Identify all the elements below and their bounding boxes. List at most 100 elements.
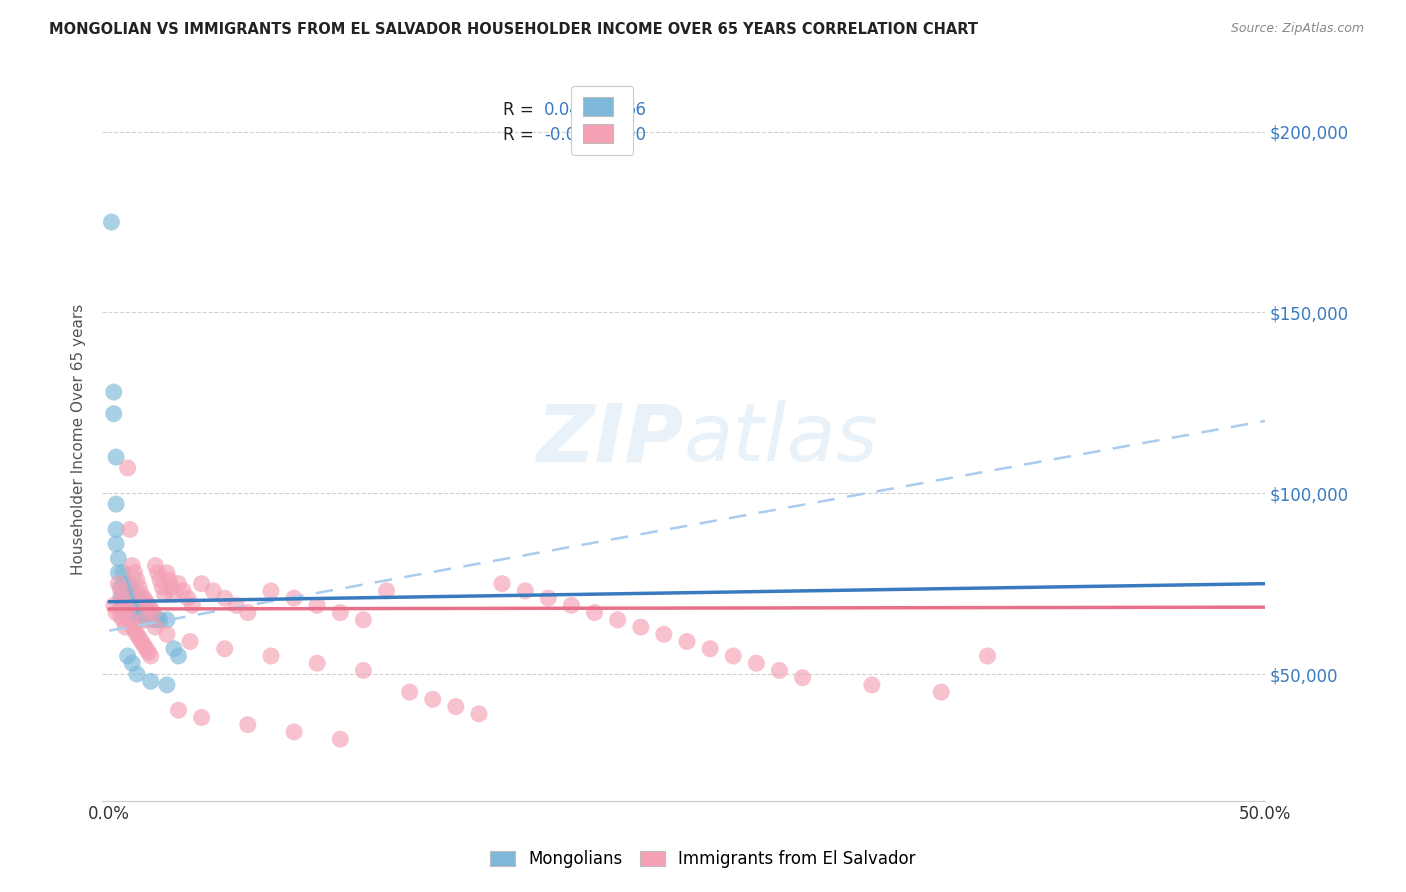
Point [135, 595, 157, 609]
Point [236, 717, 259, 731]
Point [142, 613, 165, 627]
Point [103, 384, 125, 399]
Point [225, 599, 247, 613]
Point [125, 595, 148, 609]
Point [468, 706, 491, 721]
Text: ZIP: ZIP [536, 400, 683, 478]
Point [125, 602, 148, 616]
Point [444, 699, 467, 714]
Point [515, 583, 537, 598]
Point [121, 620, 143, 634]
Point [111, 566, 134, 580]
Point [260, 648, 283, 663]
Text: R =: R = [503, 101, 540, 119]
Point [138, 599, 160, 613]
Point [214, 591, 236, 606]
Point [976, 648, 998, 663]
Point [139, 602, 162, 616]
Point [100, 215, 122, 229]
Point [157, 573, 180, 587]
Point [676, 634, 699, 648]
Point [118, 599, 141, 613]
Point [163, 641, 186, 656]
Point [156, 627, 179, 641]
Point [132, 609, 155, 624]
Text: atlas: atlas [683, 400, 879, 478]
Text: R =: R = [503, 127, 540, 145]
Point [111, 613, 134, 627]
Point [132, 638, 155, 652]
Point [131, 634, 153, 648]
Point [124, 587, 146, 601]
Point [121, 595, 143, 609]
Point [352, 613, 374, 627]
Point [125, 627, 148, 641]
Text: 0.045: 0.045 [544, 101, 592, 119]
Point [128, 631, 150, 645]
Point [103, 599, 125, 613]
Point [121, 657, 143, 671]
Point [145, 613, 167, 627]
Point [128, 580, 150, 594]
Point [125, 667, 148, 681]
Point [652, 627, 675, 641]
Legend: Mongolians, Immigrants from El Salvador: Mongolians, Immigrants from El Salvador [484, 844, 922, 875]
Point [107, 551, 129, 566]
Point [630, 620, 652, 634]
Point [202, 583, 225, 598]
Point [138, 645, 160, 659]
Point [422, 692, 444, 706]
Point [190, 576, 212, 591]
Text: 56: 56 [626, 101, 647, 119]
Point [131, 606, 153, 620]
Point [792, 671, 814, 685]
Point [124, 566, 146, 580]
Point [138, 609, 160, 624]
Point [121, 583, 143, 598]
Point [721, 648, 744, 663]
Point [179, 634, 201, 648]
Point [128, 602, 150, 616]
Point [132, 613, 155, 627]
Point [114, 620, 136, 634]
Point [110, 580, 132, 594]
Point [121, 602, 143, 616]
Point [128, 595, 150, 609]
Point [172, 583, 194, 598]
Point [156, 678, 179, 692]
Point [491, 576, 513, 591]
Point [117, 587, 139, 601]
Point [105, 537, 128, 551]
Point [135, 613, 157, 627]
Point [177, 591, 200, 606]
Point [375, 583, 398, 598]
Point [745, 657, 768, 671]
Point [132, 591, 155, 606]
Point [117, 602, 139, 616]
Point [150, 580, 173, 594]
Point [139, 648, 162, 663]
Point [131, 587, 153, 601]
Point [163, 587, 186, 601]
Point [236, 606, 259, 620]
Point [149, 573, 172, 587]
Point [329, 606, 352, 620]
Point [118, 609, 141, 624]
Point [107, 566, 129, 580]
Point [156, 613, 179, 627]
Point [118, 523, 141, 537]
Point [537, 591, 560, 606]
Point [699, 641, 721, 656]
Point [124, 599, 146, 613]
Point [135, 641, 157, 656]
Point [110, 609, 132, 624]
Point [103, 407, 125, 421]
Point [131, 599, 153, 613]
Point [307, 657, 329, 671]
Point [105, 523, 128, 537]
Point [114, 580, 136, 594]
Point [153, 587, 176, 601]
Point [560, 599, 582, 613]
Point [117, 599, 139, 613]
Point [149, 613, 172, 627]
